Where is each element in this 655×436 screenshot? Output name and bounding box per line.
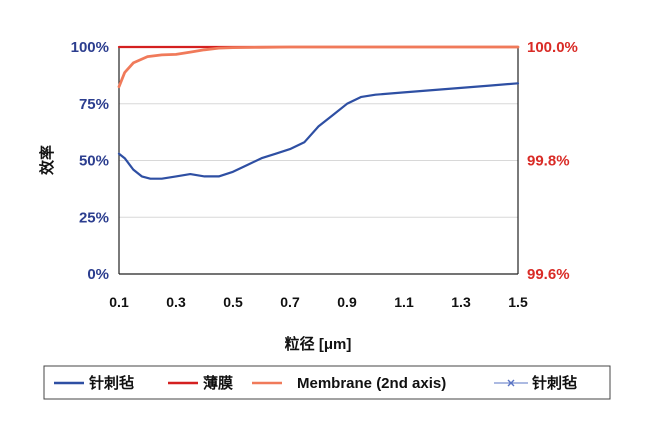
right-y-tick-label: 99.8% <box>527 153 570 170</box>
x-tick-label: 0.1 <box>109 294 129 310</box>
legend-label: 针刺毡 <box>532 374 577 392</box>
right-y-tick-labels: 100.0% 99.8% 99.6% <box>527 39 578 283</box>
left-y-tick-label: 100% <box>71 39 109 56</box>
x-tick-label: 0.7 <box>280 294 300 310</box>
series-lines <box>117 45 520 180</box>
legend-marker-3 <box>507 379 515 387</box>
x-tick-label: 0.9 <box>337 294 357 310</box>
left-y-tick-label: 50% <box>79 153 109 170</box>
right-y-tick-label: 100.0% <box>527 39 578 56</box>
left-y-tick-labels: 100% 75% 50% 25% 0% <box>71 39 109 283</box>
left-y-tick-label: 0% <box>87 266 109 283</box>
left-y-tick-label: 75% <box>79 96 109 113</box>
x-tick-label: 0.5 <box>223 294 243 310</box>
x-tick-label: 0.3 <box>166 294 186 310</box>
series-line-2 <box>117 45 520 89</box>
legend-label: Membrane (2nd axis) <box>297 375 446 392</box>
left-y-tick-label: 25% <box>79 209 109 226</box>
legend: 针刺毡 薄膜 Membrane (2nd axis) 针刺毡 <box>43 365 611 400</box>
x-tick-label: 1.3 <box>451 294 471 310</box>
x-axis-title: 粒径 [μm] <box>285 335 352 353</box>
series-line-0 <box>117 82 520 180</box>
right-y-tick-label: 99.6% <box>527 266 570 283</box>
x-tick-labels: 0.1 0.3 0.5 0.7 0.9 1.1 1.3 1.5 <box>109 294 528 310</box>
legend-label: 针刺毡 <box>89 374 134 392</box>
legend-label: 薄膜 <box>203 374 233 392</box>
y-axis-title: 效率 <box>38 145 56 175</box>
x-tick-label: 1.5 <box>508 294 528 310</box>
x-tick-label: 1.1 <box>394 294 414 310</box>
